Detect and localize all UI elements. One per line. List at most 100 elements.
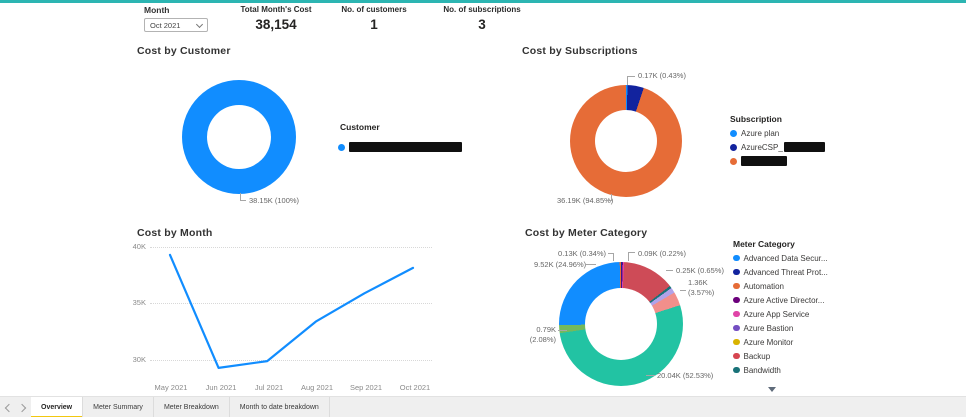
legend-scroll-down-icon[interactable] [768,387,776,392]
meter-legend-item[interactable]: Azure Monitor [733,335,828,349]
legend-dot [733,282,740,290]
x-axis-tick: Sep 2021 [349,383,383,392]
kpi-subscriptions-label: No. of subscriptions [443,5,521,14]
tab-month-to-date-breakdown[interactable]: Month to date breakdown [230,397,330,417]
tab-scroll-arrows [0,397,31,417]
gridline-40k [150,247,432,248]
gridline-30k [150,360,432,361]
month-slicer-dropdown[interactable]: Oct 2021 [144,18,208,32]
donut-hole [595,110,657,172]
legend-dot [338,143,345,151]
meter-slice-label: 0.13K (0.34%) [558,249,606,258]
meter-legend-item[interactable]: Azure Bastion [733,321,828,335]
meter-legend-item[interactable]: Azure App Service [733,307,828,321]
legend-label: Azure Monitor [743,337,794,347]
cost-by-month-line-chart[interactable] [140,240,440,382]
tab-scroll-right-icon[interactable] [17,403,27,412]
meter-slice-label: 0.25K (0.65%) [676,266,724,275]
meter-slice-label: 0.79K [536,325,556,334]
legend-dot [730,129,737,137]
page-tab-bar: Overview Meter Summary Meter Breakdown M… [0,396,966,417]
leader-line [627,76,635,77]
cost-by-meter-category-title: Cost by Meter Category [525,227,648,239]
leader-line [240,193,241,200]
subscription-slice-label-large: 36.19K (94.85%) [557,196,614,205]
legend-dot [733,296,740,304]
meter-legend-item[interactable]: Bandwidth [733,363,828,377]
cost-by-month-title: Cost by Month [137,227,213,239]
customer-legend-title: Customer [340,122,380,132]
meter-slice-label: (2.08%) [529,335,556,344]
meter-legend-item[interactable]: Advanced Data Secur... [733,251,828,265]
chevron-down-icon [195,20,204,28]
x-axis-tick: Oct 2021 [399,383,431,392]
leader-line [606,200,612,201]
y-axis-tick: 40K [132,242,146,251]
legend-dot [733,338,740,346]
cost-by-customer-donut[interactable] [182,80,296,194]
kpi-customers-label: No. of customers [341,5,407,14]
cost-by-subscriptions-donut[interactable] [570,85,682,197]
tab-meter-summary[interactable]: Meter Summary [83,397,154,417]
kpi-total-cost-value: 38,154 [255,17,297,32]
subscription-legend-item[interactable] [730,154,825,168]
legend-dot [733,324,740,332]
meter-slice-label: 20.04K (52.53%) [657,371,714,380]
subscription-legend: Azure plan AzureCSP_ [730,126,825,168]
meter-legend-item[interactable]: Automation [733,279,828,293]
customer-legend-item[interactable] [338,140,462,154]
legend-dot [733,310,740,318]
meter-slice-label: 1.36K [688,278,708,287]
leader-line [628,252,629,261]
meter-legend-item[interactable]: Backup [733,349,828,363]
subscription-legend-item[interactable]: AzureCSP_ [730,140,825,154]
tab-overview[interactable]: Overview [31,397,84,417]
tab-scroll-left-icon[interactable] [4,403,14,412]
cost-trend-line [168,253,415,370]
leader-line [628,252,635,253]
leader-line [680,290,686,291]
redacted-customer-name [349,142,462,152]
customer-slice-label: 38.15K (100%) [249,196,300,205]
legend-dot [730,157,737,165]
legend-dot [733,254,740,262]
tab-meter-breakdown[interactable]: Meter Breakdown [154,397,230,417]
legend-label: Azure Bastion [743,323,794,333]
leader-line [627,76,628,85]
meter-slice-label: (3.57%) [688,288,715,297]
donut-hole [585,288,657,360]
leader-line [646,375,655,376]
y-axis-tick: 30K [132,355,146,364]
meter-category-legend: Advanced Data Secur... Advanced Threat P… [733,251,828,377]
leader-line [240,200,246,201]
month-slicer-label: Month [144,5,170,15]
subscription-legend-title: Subscription [730,114,782,124]
kpi-customers-value: 1 [370,17,378,32]
cost-by-subscriptions-title: Cost by Subscriptions [522,45,638,57]
cost-by-meter-category-donut[interactable] [559,262,683,386]
meter-legend-item[interactable]: Advanced Threat Prot... [733,265,828,279]
legend-label: Automation [743,281,784,291]
x-axis-tick: Jun 2021 [205,383,237,392]
legend-dot [730,143,737,151]
kpi-subscriptions-value: 3 [478,17,486,32]
legend-label: Azure Active Director... [743,295,825,305]
redacted-subscription-name [783,142,825,152]
y-axis-tick: 35K [132,298,146,307]
legend-dot [733,268,740,276]
legend-label: Azure App Service [743,309,810,319]
top-accent-bar [0,0,966,3]
subscription-slice-label-small: 0.17K (0.43%) [638,71,686,80]
leader-line [613,253,614,261]
legend-label: Azure plan [741,128,780,138]
meter-slice-label: 0.09K (0.22%) [638,249,686,258]
meter-legend-item[interactable]: Azure Active Director... [733,293,828,307]
x-axis-tick: May 2021 [154,383,188,392]
redacted-subscription-name [741,156,787,166]
meter-legend-title: Meter Category [733,239,795,249]
legend-dot [733,366,740,374]
legend-label: Advanced Data Secur... [743,253,828,263]
gridline-35k [150,303,432,304]
subscription-legend-item[interactable]: Azure plan [730,126,825,140]
